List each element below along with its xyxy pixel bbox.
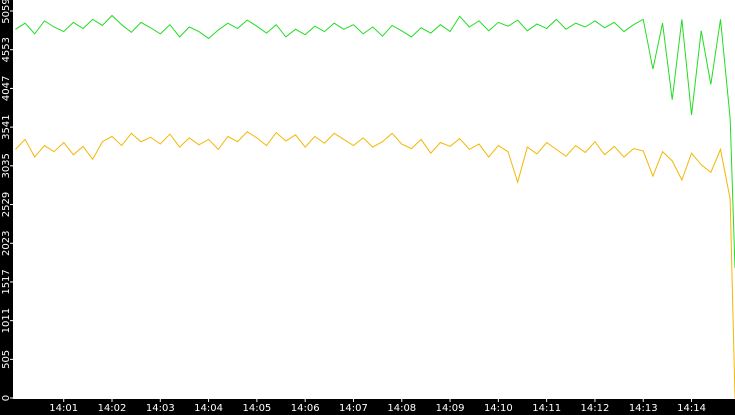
x-tick-label: 14:09 [436, 403, 465, 414]
x-tick-label: 14:06 [291, 403, 320, 414]
y-tick-label: 505 [1, 350, 12, 369]
y-tick-label: 3035 [1, 153, 12, 178]
y-tick-label: 4047 [1, 76, 12, 101]
y-tick-label: 5059 [1, 0, 12, 24]
series-line [15, 131, 735, 399]
x-tick-label: 14:03 [146, 403, 175, 414]
series-line [15, 14, 735, 268]
x-tick-label: 14:05 [242, 403, 271, 414]
x-tick-label: 14:04 [194, 403, 223, 414]
x-tick-label: 14:08 [387, 403, 416, 414]
x-tick-label: 14:01 [49, 403, 78, 414]
x-tick-label: 14:07 [339, 403, 368, 414]
y-tick-label: 1011 [1, 308, 12, 333]
y-tick-label: 2023 [1, 231, 12, 256]
x-tick-label: 14:14 [677, 403, 706, 414]
plot-area [13, 0, 735, 399]
y-tick-label: 0 [1, 395, 12, 401]
x-tick-label: 14:11 [532, 403, 561, 414]
y-tick-label: 3541 [1, 114, 12, 139]
y-tick-label: 4553 [1, 37, 12, 62]
x-tick-label: 14:12 [581, 403, 610, 414]
y-tick-label: 2529 [1, 192, 12, 217]
x-tick-label: 14:10 [484, 403, 513, 414]
y-tick-label: 1517 [1, 269, 12, 294]
x-tick-label: 14:02 [98, 403, 127, 414]
x-tick-label: 14:13 [629, 403, 658, 414]
